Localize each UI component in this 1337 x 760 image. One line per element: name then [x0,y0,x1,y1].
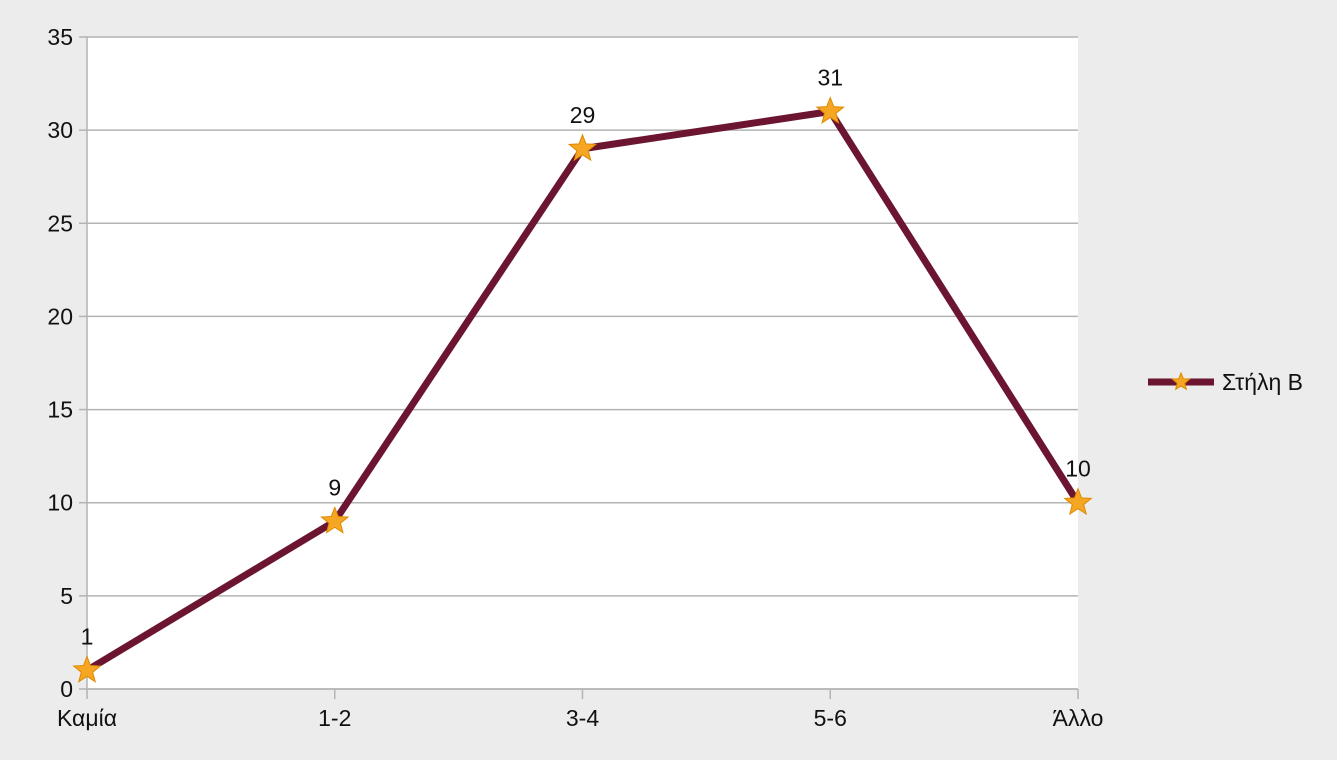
x-tick-label: Καμία [57,705,117,731]
data-labels: 1 9 29 31 10 [81,65,1091,650]
legend-label: Στήλη B [1222,369,1303,395]
data-label: 10 [1065,456,1091,482]
series-1 [72,96,1093,683]
x-tick-label: Άλλο [1053,705,1104,731]
axes [79,36,1079,699]
data-point-star [567,133,598,162]
data-label: 9 [328,474,341,500]
y-axis-ticks: 0 5 10 15 20 25 30 35 [47,24,73,702]
x-tick-label: 1-2 [318,705,351,731]
legend-star-icon [1171,371,1191,391]
data-point-star [1063,487,1093,516]
y-tick-label: 20 [47,303,73,329]
legend-item: Στήλη B [1148,369,1303,395]
y-tick-label: 35 [47,24,73,50]
data-label: 29 [570,102,596,128]
data-label: 31 [817,65,843,91]
legend: Στήλη B [1148,369,1303,395]
series [72,96,1093,683]
y-tick-label: 30 [47,117,73,143]
data-point-star [72,654,102,683]
data-point-star [815,96,845,124]
data-label: 1 [81,623,94,649]
y-tick-label: 5 [60,583,73,609]
y-tick-label: 25 [47,210,73,236]
x-tick-label: 3-4 [566,705,599,731]
y-tick-label: 15 [47,397,73,423]
data-point-star [320,505,350,534]
y-tick-label: 10 [47,490,73,516]
x-axis-ticks: Καμία 1-2 3-4 5-6 Άλλο [57,705,1103,731]
y-tick-label: 0 [60,676,73,702]
x-tick-label: 5-6 [814,705,847,731]
